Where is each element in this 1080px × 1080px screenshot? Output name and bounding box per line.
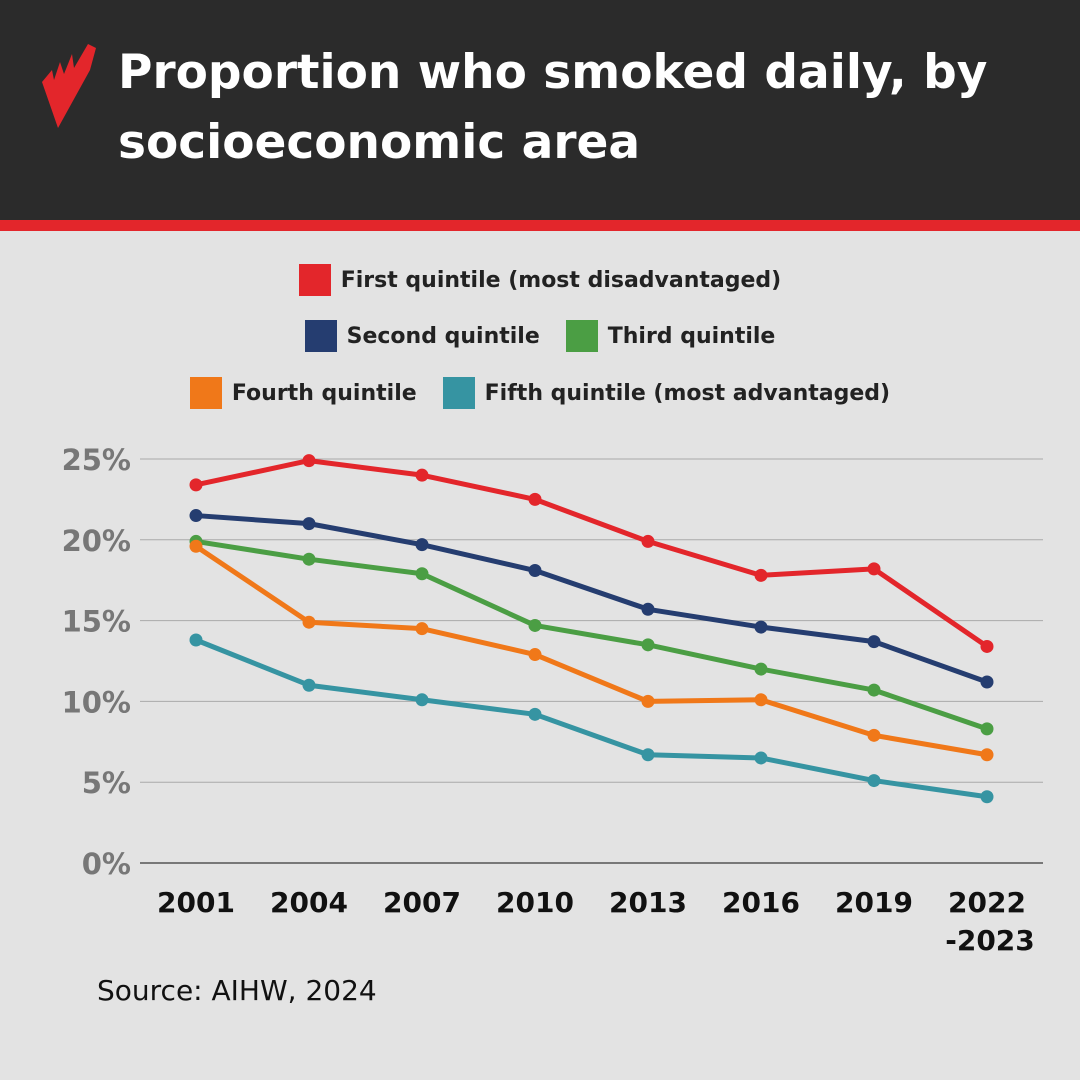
data-point (528, 492, 542, 506)
data-point (754, 751, 768, 765)
divider (0, 220, 1080, 231)
legend-swatch (565, 320, 598, 352)
data-point (980, 748, 994, 762)
header: Proportion who smoked daily, by socioeco… (0, 0, 1080, 220)
x-tick-label: 2022 (948, 886, 1026, 919)
x-tick-label: 2019 (835, 886, 913, 919)
data-point (754, 568, 768, 582)
x-tick-label: -2023 (945, 924, 1035, 957)
data-point (189, 539, 203, 553)
data-point (754, 620, 768, 634)
data-point (754, 662, 768, 676)
source-note: Source: AIHW, 2024 (97, 974, 377, 1007)
data-point (189, 633, 203, 647)
data-point (867, 562, 881, 576)
legend-row-3: Fourth quintile Fifth quintile (most adv… (0, 377, 1080, 409)
legend-item-first: First quintile (most disadvantaged) (298, 264, 782, 296)
sbs-logo-icon (42, 44, 96, 128)
data-point (980, 722, 994, 736)
data-point (302, 517, 316, 531)
x-tick-label: 2010 (496, 886, 574, 919)
data-point (980, 639, 994, 653)
legend-label: Third quintile (607, 323, 776, 349)
series-line (194, 544, 988, 758)
y-tick-label: 10% (62, 685, 131, 719)
x-tick-label: 2007 (383, 886, 461, 919)
data-point (980, 790, 994, 804)
series-line (195, 458, 989, 649)
data-point (415, 538, 429, 552)
data-point (641, 534, 655, 548)
legend-row-2: Second quintile Third quintile (0, 320, 1080, 352)
y-tick-label: 20% (62, 524, 131, 558)
legend-swatch (189, 377, 222, 409)
y-tick-label: 15% (62, 605, 131, 639)
data-point (189, 478, 203, 492)
data-point (415, 468, 429, 482)
data-point (641, 602, 655, 616)
data-point (754, 693, 768, 707)
data-point (302, 678, 316, 692)
data-point (528, 564, 542, 578)
series-line (195, 513, 988, 685)
y-tick-label: 25% (62, 443, 131, 477)
data-point (415, 567, 429, 581)
legend-label: Fifth quintile (most advantaged) (484, 380, 891, 406)
data-point (415, 622, 429, 636)
data-point (867, 774, 881, 788)
legend-item-fourth: Fourth quintile (189, 377, 417, 409)
x-tick-label: 2001 (157, 886, 235, 919)
data-point (528, 707, 542, 721)
x-tick-label: 2016 (722, 886, 800, 919)
legend-label: Second quintile (346, 323, 540, 349)
series-line (195, 538, 988, 732)
legend-swatch (442, 377, 475, 409)
data-point (415, 693, 429, 707)
data-point (867, 728, 881, 742)
data-point (641, 638, 655, 652)
data-point (528, 618, 542, 632)
series-line (195, 637, 988, 800)
legend-swatch (304, 320, 337, 352)
legend-item-fifth: Fifth quintile (most advantaged) (442, 377, 891, 409)
data-point (189, 509, 203, 523)
y-tick-label: 0% (82, 847, 131, 881)
data-point (302, 615, 316, 629)
data-point (641, 694, 655, 708)
data-point (641, 748, 655, 762)
data-point (867, 635, 881, 649)
data-point (980, 675, 994, 689)
data-point (302, 454, 316, 468)
legend-label: Fourth quintile (231, 380, 417, 406)
legend-item-third: Third quintile (565, 320, 776, 352)
x-tick-label: 2013 (609, 886, 687, 919)
y-tick-label: 5% (82, 766, 131, 800)
legend-item-second: Second quintile (304, 320, 540, 352)
legend-row-1: First quintile (most disadvantaged) (0, 264, 1080, 296)
legend-label: First quintile (most disadvantaged) (340, 267, 782, 293)
data-point (867, 683, 881, 697)
legend-swatch (298, 264, 331, 296)
data-point (302, 552, 316, 566)
data-point (528, 648, 542, 662)
x-tick-label: 2004 (270, 886, 348, 919)
page-title: Proportion who smoked daily, by socioeco… (118, 45, 988, 170)
